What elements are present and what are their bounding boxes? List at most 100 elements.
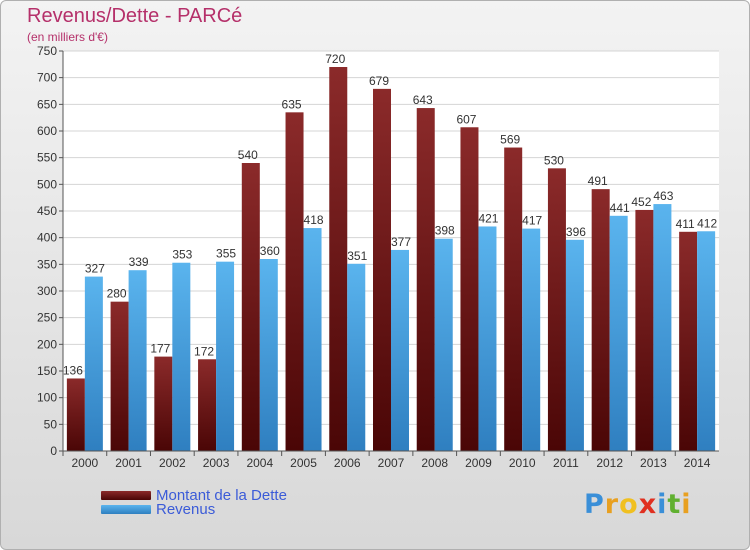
logo-letter: i bbox=[681, 489, 692, 520]
x-tick-label: 2010 bbox=[509, 456, 536, 470]
x-tick-label: 2007 bbox=[378, 456, 405, 470]
bar-revenue bbox=[434, 238, 453, 451]
data-label-revenue: 418 bbox=[304, 213, 324, 227]
x-tick-label: 2008 bbox=[421, 456, 448, 470]
bar-revenue bbox=[565, 239, 584, 451]
bar-revenue bbox=[478, 226, 497, 451]
bar-debt bbox=[460, 127, 479, 452]
x-tick-label: 2014 bbox=[684, 456, 711, 470]
y-tick-label: 100 bbox=[37, 391, 57, 405]
bar-debt bbox=[373, 88, 391, 451]
y-tick-label: 500 bbox=[37, 177, 57, 191]
x-tick-label: 2011 bbox=[553, 456, 579, 470]
y-tick-label: 350 bbox=[37, 257, 57, 271]
legend-label-debt: Montant de la Dette bbox=[156, 487, 287, 504]
data-label-debt: 540 bbox=[238, 148, 258, 162]
y-tick-label: 700 bbox=[37, 71, 57, 85]
legend-swatch-revenue bbox=[101, 505, 151, 514]
y-tick-label: 600 bbox=[37, 124, 57, 138]
y-tick-label: 550 bbox=[37, 151, 57, 165]
x-tick-label: 2012 bbox=[596, 456, 623, 470]
x-tick-label: 2004 bbox=[246, 456, 273, 470]
proxiti-logo: Proxiti bbox=[584, 489, 692, 520]
data-label-revenue: 327 bbox=[85, 262, 105, 276]
data-label-debt: 172 bbox=[194, 344, 214, 358]
bar-debt bbox=[679, 231, 698, 451]
data-label-revenue: 351 bbox=[347, 249, 367, 263]
x-tick-label: 2005 bbox=[290, 456, 317, 470]
x-tick-label: 2009 bbox=[465, 456, 492, 470]
data-label-revenue: 377 bbox=[391, 235, 411, 249]
bar-revenue bbox=[391, 249, 409, 451]
legend-swatch-debt bbox=[101, 491, 151, 500]
data-label-revenue: 398 bbox=[435, 224, 455, 238]
bar-revenue bbox=[259, 259, 278, 451]
data-label-debt: 411 bbox=[676, 217, 695, 231]
data-label-revenue: 360 bbox=[260, 244, 280, 258]
bar-debt bbox=[635, 209, 654, 451]
chart-title: Revenus/Dette - PARCé bbox=[27, 5, 243, 27]
data-label-revenue: 417 bbox=[522, 214, 542, 228]
data-label-revenue: 339 bbox=[129, 255, 149, 269]
y-tick-label: 200 bbox=[37, 337, 57, 351]
data-label-debt: 679 bbox=[369, 74, 389, 88]
bar-revenue bbox=[609, 215, 628, 451]
bar-debt bbox=[110, 301, 129, 451]
x-tick-label: 2002 bbox=[159, 456, 186, 470]
data-label-revenue: 463 bbox=[653, 189, 673, 203]
logo-letter: r bbox=[604, 489, 620, 520]
bar-revenue bbox=[216, 261, 235, 451]
legend-label-revenue: Revenus bbox=[156, 501, 216, 518]
x-tick-label: 2001 bbox=[115, 456, 142, 470]
y-tick-label: 150 bbox=[37, 364, 57, 378]
y-tick-label: 300 bbox=[37, 284, 57, 298]
bar-revenue bbox=[303, 228, 322, 451]
bar-debt bbox=[285, 112, 304, 451]
bar-revenue bbox=[697, 231, 716, 451]
data-label-debt: 607 bbox=[456, 112, 476, 126]
bar-revenue bbox=[522, 228, 541, 451]
x-tick-label: 2013 bbox=[640, 456, 667, 470]
data-label-debt: 452 bbox=[631, 195, 651, 209]
logo-letter: o bbox=[619, 489, 639, 520]
data-label-debt: 643 bbox=[413, 93, 433, 107]
logo-letter: t bbox=[667, 489, 682, 520]
x-tick-label: 2003 bbox=[203, 456, 230, 470]
data-label-debt: 491 bbox=[588, 174, 608, 188]
data-label-revenue: 353 bbox=[172, 248, 192, 262]
logo-letter: i bbox=[657, 489, 668, 520]
data-label-debt: 177 bbox=[150, 342, 170, 356]
bar-debt bbox=[198, 359, 217, 451]
bar-revenue bbox=[653, 204, 672, 451]
bar-debt bbox=[241, 163, 260, 451]
y-tick-label: 0 bbox=[50, 444, 57, 458]
logo-letter: P bbox=[584, 489, 605, 520]
bar-debt bbox=[547, 168, 566, 452]
data-label-debt: 720 bbox=[325, 52, 345, 66]
bar-revenue bbox=[347, 263, 366, 451]
data-label-debt: 280 bbox=[107, 287, 127, 301]
bar-debt bbox=[591, 189, 610, 451]
data-label-debt: 569 bbox=[500, 133, 520, 147]
y-tick-label: 50 bbox=[44, 417, 58, 431]
x-tick-label: 2006 bbox=[334, 456, 361, 470]
bar-revenue bbox=[128, 270, 147, 451]
data-label-revenue: 441 bbox=[610, 201, 630, 215]
bar-revenue bbox=[172, 262, 191, 451]
data-label-debt: 635 bbox=[282, 97, 302, 111]
bar-debt bbox=[329, 67, 348, 451]
data-label-revenue: 421 bbox=[478, 211, 498, 225]
y-tick-label: 400 bbox=[37, 231, 57, 245]
data-label-revenue: 396 bbox=[566, 225, 586, 239]
x-tick-label: 2000 bbox=[72, 456, 99, 470]
data-label-revenue: 412 bbox=[697, 216, 717, 230]
y-tick-label: 650 bbox=[37, 97, 57, 111]
bar-debt bbox=[154, 356, 173, 451]
data-label-revenue: 355 bbox=[216, 247, 236, 261]
bar-revenue bbox=[84, 276, 103, 451]
data-label-debt: 136 bbox=[63, 363, 83, 377]
y-tick-label: 750 bbox=[37, 44, 57, 58]
chart-subtitle: (en milliers d'€) bbox=[27, 30, 108, 44]
